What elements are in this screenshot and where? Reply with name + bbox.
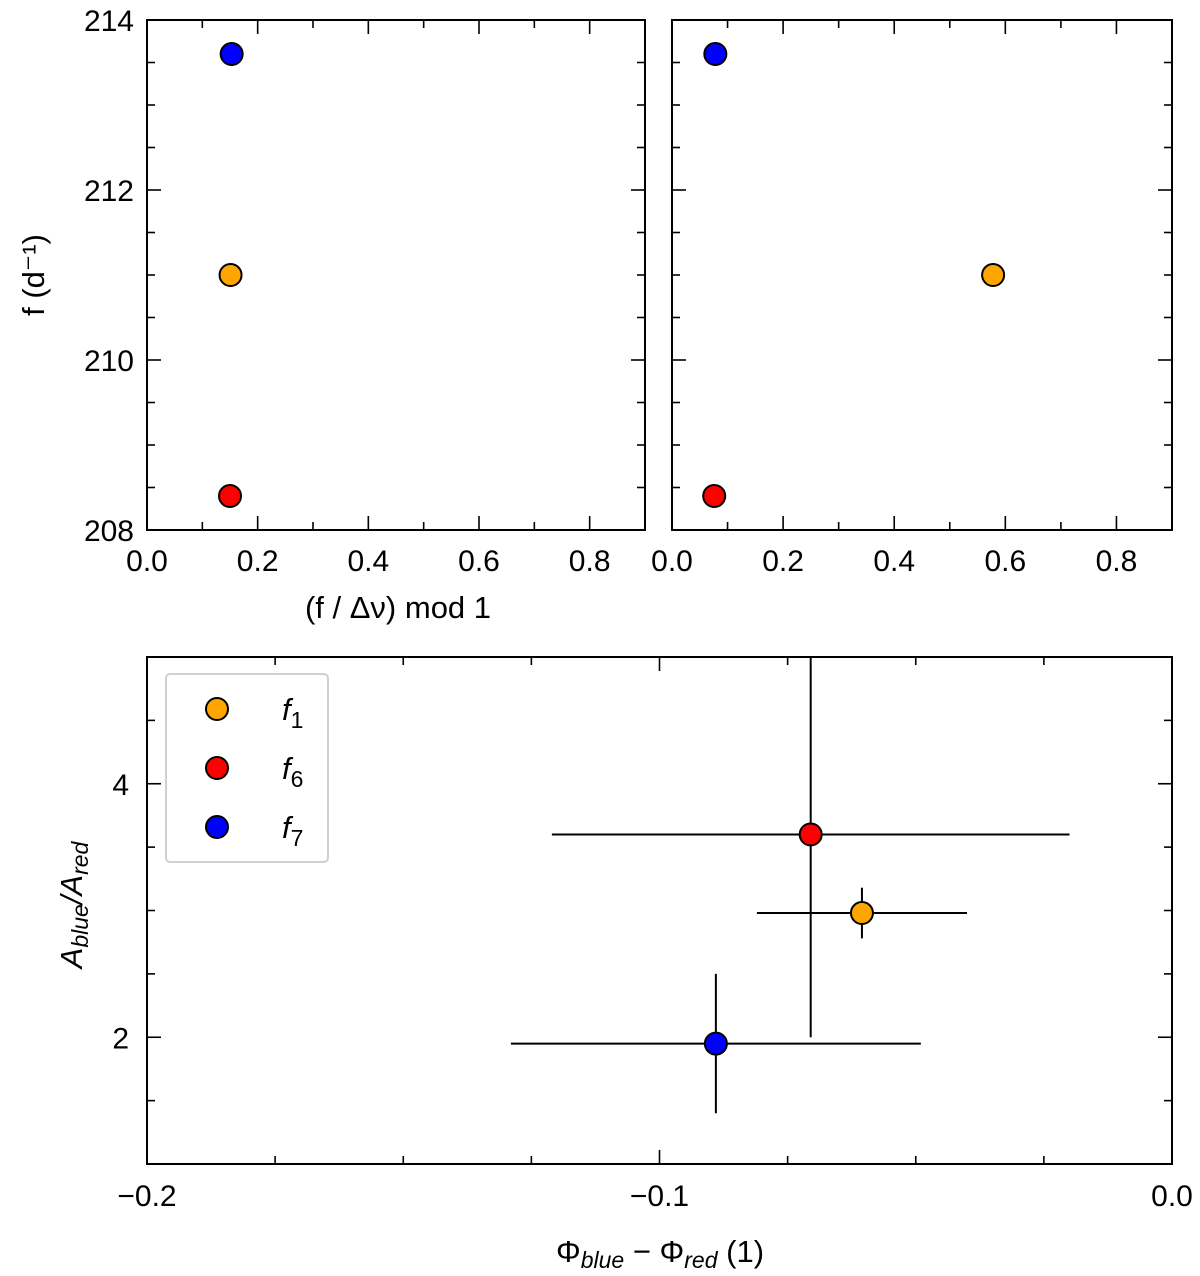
x-tick-label: 0.0 bbox=[126, 545, 168, 578]
x-tick-label: 0.6 bbox=[458, 545, 500, 578]
data-point-f7 bbox=[703, 1031, 728, 1056]
x-axis-label: Φblue − Φred (1) bbox=[556, 1234, 764, 1273]
panel-frequency-vs-phase-left: 0.0 0.2 0.4 0.6 0.8 208 210 212 214 f (d⁻¹) bbox=[16, 5, 646, 578]
x-tick-label: 0.2 bbox=[237, 545, 279, 578]
error-bars bbox=[510, 657, 1070, 1114]
x-tick-label: 0.6 bbox=[984, 545, 1026, 578]
x-tick-label: 0.4 bbox=[347, 545, 389, 578]
data-point-f7 bbox=[219, 42, 244, 66]
y-tick-label: 214 bbox=[84, 5, 134, 38]
x-tick-label: 0.0 bbox=[1151, 1180, 1193, 1213]
tick-labels: 0.0 0.2 0.4 0.6 0.8 bbox=[651, 545, 1137, 578]
data-point-f6 bbox=[702, 484, 727, 508]
axes-frame bbox=[671, 19, 1173, 531]
legend-marker-f7 bbox=[205, 815, 229, 839]
x-tick-label: −0.2 bbox=[117, 1180, 176, 1213]
y-axis-label: Ablue/Ared bbox=[54, 840, 93, 970]
data-point-f7 bbox=[703, 42, 728, 66]
legend-box bbox=[165, 673, 329, 863]
x-tick-label: 0.8 bbox=[569, 545, 611, 578]
data-points bbox=[702, 42, 1006, 508]
legend-marker-f1 bbox=[205, 697, 229, 721]
y-tick-label: 2 bbox=[112, 1022, 129, 1055]
data-points bbox=[218, 42, 244, 508]
x-tick-label: 0.0 bbox=[651, 545, 693, 578]
y-tick-label: 208 bbox=[84, 515, 134, 548]
x-tick-label: 0.4 bbox=[873, 545, 915, 578]
y-axis-label: f (d⁻¹) bbox=[16, 234, 51, 316]
y-tick-label: 4 bbox=[112, 769, 129, 802]
tick-labels: −0.2 −0.1 0.0 2 4 bbox=[112, 769, 1193, 1213]
legend-marker-f6 bbox=[205, 756, 229, 780]
tick-marks bbox=[146, 19, 645, 531]
data-point-f1 bbox=[218, 263, 243, 287]
x-axis-label: (f / Δν) mod 1 bbox=[305, 590, 491, 625]
x-tick-label: −0.1 bbox=[630, 1180, 689, 1213]
data-point-f1 bbox=[981, 263, 1006, 287]
tick-marks bbox=[146, 656, 1173, 1164]
data-point-f1 bbox=[849, 901, 874, 926]
tick-labels: 0.0 0.2 0.4 0.6 0.8 208 210 212 214 bbox=[84, 5, 611, 578]
y-tick-label: 212 bbox=[84, 175, 134, 208]
tick-marks bbox=[671, 19, 1172, 531]
panel-frequency-vs-phase-right: 0.0 0.2 0.4 0.6 0.8 (f / Δν) mod 1 bbox=[305, 19, 1173, 625]
x-tick-label: 0.2 bbox=[762, 545, 804, 578]
y-tick-label: 210 bbox=[84, 345, 134, 378]
data-point-f6 bbox=[218, 484, 242, 508]
data-point-f6 bbox=[798, 822, 823, 847]
data-points bbox=[703, 822, 874, 1056]
x-tick-label: 0.8 bbox=[1096, 545, 1138, 578]
